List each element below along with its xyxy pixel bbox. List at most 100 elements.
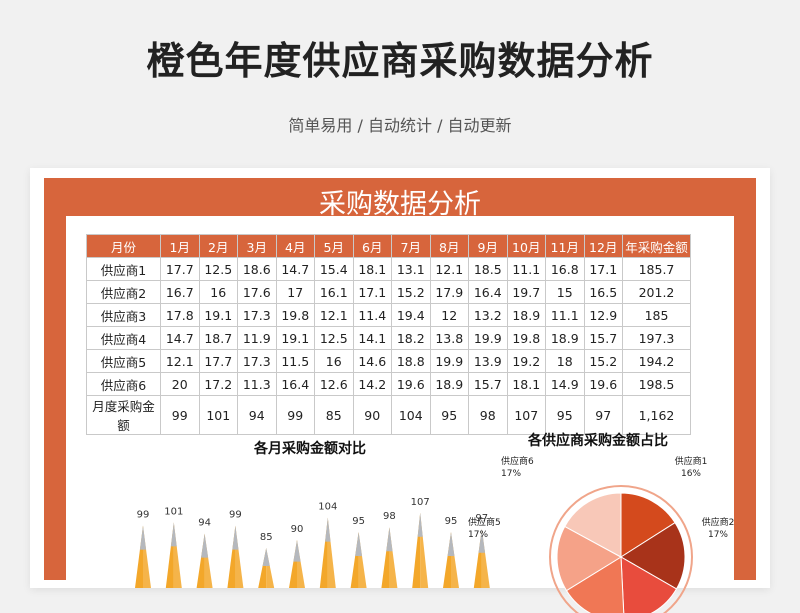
- table-cell: 14.2: [352, 372, 392, 396]
- row-label: 供应商6: [86, 372, 161, 396]
- table-cell: 12: [429, 303, 469, 327]
- table-cell: 17.1: [352, 280, 392, 304]
- table-cell: 15: [545, 280, 585, 304]
- table-row: 供应商5 12.1 17.7 17.3 11.5 16 14.6 18.8 19.9 13.9 19…: [86, 349, 691, 373]
- pie-label-percent: 17%: [708, 530, 728, 540]
- table-cell: 18.8: [391, 349, 431, 373]
- bar-data-label: 90: [291, 524, 304, 535]
- row-label: 月度采购金额: [86, 395, 161, 435]
- table-cell: 19.8: [506, 326, 546, 350]
- table-header-total: 年采购金额: [622, 234, 691, 258]
- table-cell: 15.4: [314, 257, 354, 281]
- bar-data-label: 98: [383, 511, 396, 522]
- table-cell: 16: [314, 349, 354, 373]
- monthly-bar-chart: 99 101 94 99 85 90 104 95 98 107 95 97: [135, 497, 490, 588]
- table-cell: 12.1: [429, 257, 469, 281]
- table-cell: 16.4: [468, 280, 508, 304]
- table-cell: 18.1: [352, 257, 392, 281]
- table-header-month: 2月: [198, 234, 238, 258]
- bar-data-label: 101: [164, 506, 183, 517]
- table-cell: 14.7: [160, 326, 200, 350]
- bar-data-label: 99: [137, 510, 150, 521]
- page-title: 橙色年度供应商采购数据分析: [146, 39, 654, 83]
- table-cell: 90: [352, 395, 392, 435]
- table-header-month: 3月: [237, 234, 277, 258]
- table-header-month: 1月: [160, 234, 200, 258]
- table-cell: 18.9: [545, 326, 585, 350]
- table-cell: 18.9: [429, 372, 469, 396]
- bar-mark: [165, 522, 182, 588]
- bar-mark: [135, 525, 151, 588]
- table-header-month: 10月: [506, 234, 546, 258]
- pie-slice: [556, 525, 622, 592]
- row-total: 185: [622, 303, 691, 327]
- pie-outer-ring: [549, 485, 693, 613]
- pie-slice: [564, 492, 622, 558]
- pie-label-percent: 16%: [681, 469, 701, 479]
- table-header-row: 月份 1月 2月 3月 4月 5月 6月 7月 8月 9月 10月 11月 12月 年采购金额: [86, 234, 691, 258]
- bar-data-label: 107: [411, 497, 430, 508]
- bar-mark: [443, 532, 459, 588]
- pie-label-name: 供应商6: [501, 455, 534, 467]
- table-cell: 20: [160, 372, 200, 396]
- bar-mark: [319, 517, 336, 588]
- table-cell: 17.7: [198, 349, 238, 373]
- bar-mark: [289, 540, 305, 588]
- table-header-month: 7月: [391, 234, 431, 258]
- table-cell: 15.2: [583, 349, 623, 373]
- bar-mark: [350, 532, 367, 588]
- row-label: 供应商5: [86, 349, 161, 373]
- table-cell: 13.9: [468, 349, 508, 373]
- pie-label-name: 供应商1: [675, 455, 708, 467]
- table-cell: 18.7: [198, 326, 238, 350]
- pie-slice: [620, 521, 686, 590]
- table-cell: 99: [275, 395, 315, 435]
- table-cell: 15.7: [583, 326, 623, 350]
- table-header-month: 12月: [583, 234, 623, 258]
- bar-mark: [381, 527, 398, 588]
- pie-label-name: 供应商2: [702, 516, 735, 528]
- table-cell: 17.8: [160, 303, 200, 327]
- table-cell: 12.6: [314, 372, 354, 396]
- bar-mark: [412, 512, 429, 588]
- table-cell: 14.7: [275, 257, 315, 281]
- bar-chart-title: 各月采购金额对比: [254, 441, 366, 457]
- table-cell: 18.9: [506, 303, 546, 327]
- table-cell: 97: [583, 395, 623, 435]
- table-cell: 16.1: [314, 280, 354, 304]
- table-cell: 85: [314, 395, 354, 435]
- table-cell: 99: [160, 395, 200, 435]
- row-total: 1,162: [622, 395, 691, 435]
- table-cell: 16.7: [160, 280, 200, 304]
- table-cell: 18.1: [506, 372, 546, 396]
- bar-mark: [227, 525, 244, 588]
- table-cell: 17.2: [198, 372, 238, 396]
- bar-data-label: 104: [318, 502, 337, 513]
- bar-data-label: 95: [352, 516, 365, 527]
- sheet-content: 月份 1月 2月 3月 4月 5月 6月 7月 8月 9月 10月 11月 12月 年采购金额 供应商1 1…: [66, 216, 735, 613]
- bar-data-label: 97: [475, 513, 488, 524]
- table-cell: 17.1: [583, 257, 623, 281]
- pie-label-name: 供应商5: [468, 516, 501, 528]
- table-cell: 11.4: [352, 303, 392, 327]
- bar-mark: [258, 548, 275, 588]
- table-cell: 19.1: [198, 303, 238, 327]
- table-cell: 104: [391, 395, 431, 435]
- table-row: 供应商2 16.7 16 17.6 17 16.1 17.1 15.2 17.9 16.4 19.7…: [86, 280, 691, 304]
- table-row: 供应商3 17.8 19.1 17.3 19.8 12.1 11.4 19.4 12 13.2 18…: [86, 303, 691, 327]
- table-row: 供应商6 20 17.2 11.3 16.4 12.6 14.2 19.6 18.9 15.7 18…: [86, 372, 691, 396]
- table-cell: 11.1: [506, 257, 546, 281]
- pie-slice: [620, 492, 676, 558]
- table-cell: 13.1: [391, 257, 431, 281]
- table-cell: 18.2: [391, 326, 431, 350]
- purchase-table: 月份 1月 2月 3月 4月 5月 6月 7月 8月 9月 10月 11月 12月 年采购金额 供应商1 1…: [86, 234, 691, 435]
- table-cell: 18.6: [237, 257, 277, 281]
- table-cell: 101: [198, 395, 238, 435]
- table-cell: 11.9: [237, 326, 277, 350]
- table-cell: 15.7: [468, 372, 508, 396]
- table-cell: 13.8: [429, 326, 469, 350]
- table-cell: 17.3: [237, 303, 277, 327]
- table-cell: 17.7: [160, 257, 200, 281]
- table-row: 供应商4 14.7 18.7 11.9 19.1 12.5 14.1 18.2 13.8 19.9…: [86, 326, 691, 350]
- row-total: 197.3: [622, 326, 691, 350]
